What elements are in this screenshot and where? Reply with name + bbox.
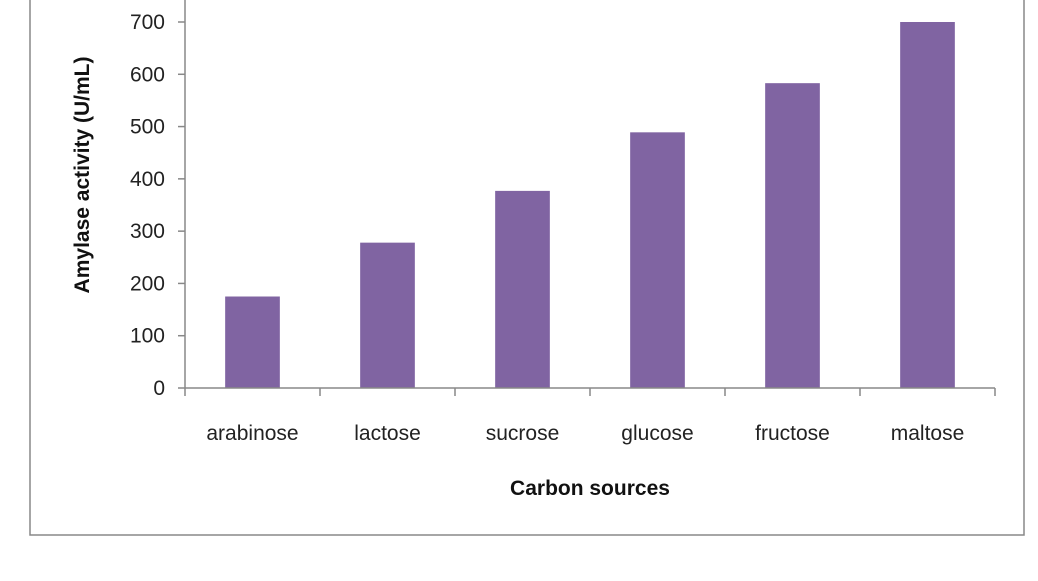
x-tick-label-arabinose: arabinose	[206, 422, 298, 445]
y-tick-label: 700	[130, 11, 165, 34]
bar-fructose	[765, 83, 820, 388]
bar-glucose	[630, 132, 685, 388]
chart-border	[29, 0, 1025, 536]
y-tick-label: 300	[130, 220, 165, 243]
y-tick-label: 200	[130, 272, 165, 295]
y-axis-title: Amylase activity (U/mL)	[71, 57, 94, 294]
y-axis-ticks: 0 100 200 300 400 500 600 700	[130, 11, 185, 400]
bar-arabinose	[225, 296, 280, 388]
x-axis-ticks: arabinose lactose sucrose glucose fructose ma…	[184, 388, 996, 445]
y-tick-label: 600	[130, 63, 165, 86]
x-tick-label-glucose: glucose	[621, 422, 693, 445]
y-tick-label: 0	[153, 377, 165, 400]
x-tick-label-lactose: lactose	[354, 422, 421, 445]
x-tick-label-sucrose: sucrose	[486, 422, 560, 445]
y-tick-label: 100	[130, 325, 165, 348]
bar-series	[225, 22, 955, 388]
x-tick-label-maltose: maltose	[891, 422, 965, 445]
bar-sucrose	[495, 190, 550, 388]
bar-maltose	[900, 22, 955, 388]
bar-lactose	[360, 242, 415, 388]
y-tick-label: 500	[130, 116, 165, 139]
x-tick-label-fructose: fructose	[755, 422, 830, 445]
y-tick-label: 400	[130, 168, 165, 191]
x-axis-title: Carbon sources	[510, 477, 670, 500]
